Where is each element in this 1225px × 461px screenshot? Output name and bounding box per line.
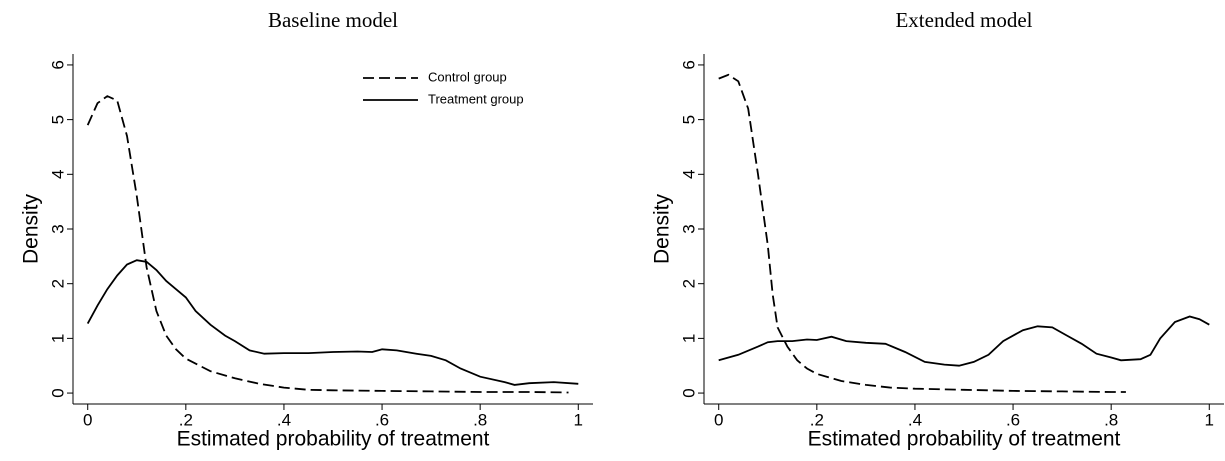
- x-tick-label: .8: [473, 410, 487, 429]
- x-tick-label: .6: [1006, 410, 1020, 429]
- density-line: [86, 259, 579, 386]
- x-tick-label: 0: [83, 410, 92, 429]
- y-axis-title: Density: [20, 193, 43, 264]
- x-tick-label: 0: [714, 410, 723, 429]
- x-tick-label: 1: [574, 410, 583, 429]
- density-line: [718, 315, 1210, 367]
- chart-title: Extended model: [895, 8, 1032, 32]
- y-tick-label: 1: [48, 334, 67, 343]
- y-tick-label: 2: [48, 279, 67, 288]
- y-tick-label: 3: [48, 224, 67, 233]
- x-tick-label: .6: [375, 410, 389, 429]
- density-line: [718, 73, 1126, 393]
- chart-title: Baseline model: [268, 8, 398, 32]
- legend-text: Treatment group: [428, 91, 524, 106]
- y-tick-label: 5: [48, 115, 67, 124]
- y-tick-label: 4: [48, 170, 67, 179]
- x-tick-label: .2: [179, 410, 193, 429]
- y-tick-label: 1: [679, 334, 698, 343]
- legend-text: Control group: [428, 69, 507, 84]
- x-tick-label: .4: [908, 410, 922, 429]
- x-tick-label: .2: [810, 410, 824, 429]
- y-tick-label: 2: [679, 279, 698, 288]
- y-tick-label: 5: [679, 115, 698, 124]
- x-axis-title: Estimated probability of treatment: [177, 428, 490, 451]
- y-tick-label: 0: [48, 388, 67, 397]
- density-line: [86, 95, 569, 394]
- x-axis-title: Estimated probability of treatment: [808, 428, 1121, 451]
- y-tick-label: 6: [48, 60, 67, 69]
- y-tick-label: 4: [679, 170, 698, 179]
- y-tick-label: 0: [679, 388, 698, 397]
- x-tick-label: .8: [1104, 410, 1118, 429]
- y-tick-label: 6: [679, 60, 698, 69]
- x-tick-label: 1: [1205, 410, 1214, 429]
- y-tick-label: 3: [679, 224, 698, 233]
- y-axis-title: Density: [651, 193, 674, 264]
- x-tick-label: .4: [277, 410, 291, 429]
